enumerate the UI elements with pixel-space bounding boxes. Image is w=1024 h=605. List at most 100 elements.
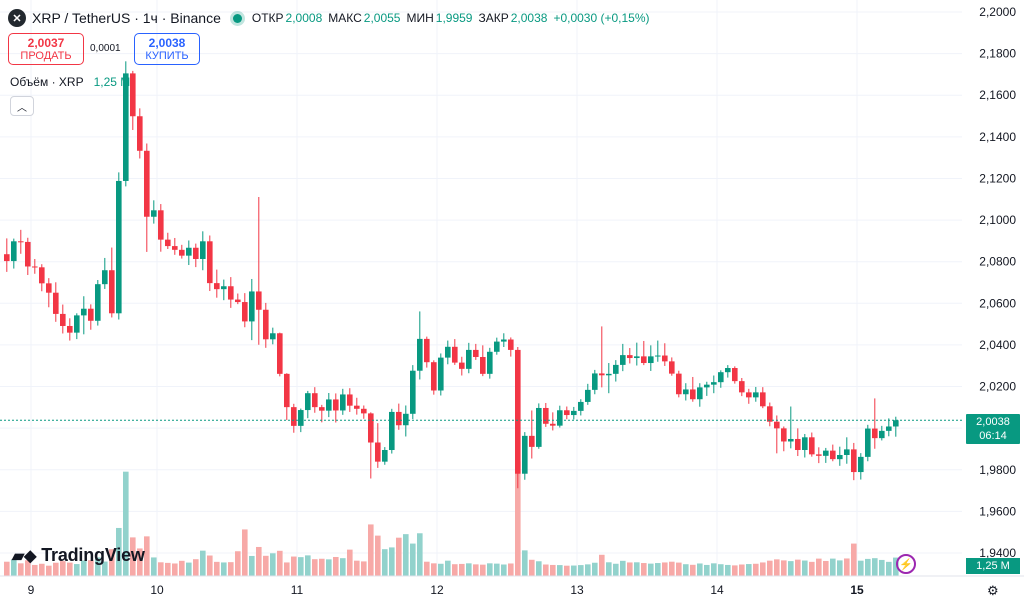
volume-bar (725, 564, 731, 576)
candle (459, 356, 465, 376)
volume-bar (200, 550, 206, 576)
volume-bar (193, 559, 199, 576)
buy-button[interactable]: 2,0038 КУПИТЬ (134, 33, 200, 65)
volume-bar (445, 560, 451, 576)
x-axis-labels: 9 10 11 12 13 14 15 (28, 583, 864, 597)
volume-bar (746, 564, 752, 576)
candle (445, 340, 451, 365)
volume-bar (865, 558, 871, 576)
volume-bar (662, 562, 668, 576)
candle (837, 446, 843, 466)
candle (536, 403, 542, 449)
candle (571, 406, 577, 420)
candle (739, 378, 745, 397)
candle (788, 406, 794, 449)
volume-bar (592, 562, 598, 576)
volume-bar (620, 560, 626, 576)
candle (725, 365, 731, 378)
candle (32, 258, 38, 274)
volume-bar (291, 556, 297, 576)
candle (781, 426, 787, 452)
volume-bar (270, 553, 276, 576)
candle (368, 412, 374, 479)
volume-bar (431, 563, 437, 576)
candle (18, 229, 24, 254)
volume-bar (4, 561, 10, 576)
volume-bar (172, 563, 178, 576)
y-tick-label: 2,1400 (979, 130, 1016, 144)
volume-bar (858, 560, 864, 576)
candle (263, 302, 269, 348)
volume-bar (732, 565, 738, 576)
y-tick-label: 1,9800 (979, 463, 1016, 477)
volume-bar (438, 563, 444, 576)
candle (193, 243, 199, 268)
volume-bar (11, 559, 17, 576)
volume-bar (844, 558, 850, 576)
y-axis-labels: 2,2000 2,1800 2,1600 2,1400 2,1200 2,1000 2,08… (979, 5, 1016, 560)
symbol-header: ✕ XRP / TetherUS · 1ч · Binance ОТКР 2,00… (8, 8, 656, 28)
volume-bar (767, 560, 773, 576)
candle (473, 343, 479, 360)
close-value: 2,0038 (510, 11, 548, 25)
volume-bar (340, 558, 346, 576)
y-tick-label: 2,2000 (979, 5, 1016, 19)
candle (711, 375, 717, 394)
volume-bar (312, 559, 318, 576)
candle (718, 370, 724, 388)
candle (816, 447, 822, 464)
volume-bar (816, 558, 822, 576)
y-tick-label: 2,1200 (979, 171, 1016, 185)
volume-bar (67, 562, 73, 576)
candle (522, 432, 528, 480)
candle (438, 353, 444, 396)
low-value: 1,9959 (435, 11, 473, 25)
volume-bar (382, 549, 388, 576)
volume-bar (298, 557, 304, 576)
volume-tag: 1,25 M (966, 558, 1020, 574)
candle (501, 333, 507, 348)
candle (627, 348, 633, 364)
tradingview-mark-icon: ▰◆ (12, 547, 37, 565)
volume-bar (480, 564, 486, 576)
volume-bar (347, 549, 353, 576)
volume-bar (60, 561, 66, 576)
candle (662, 343, 668, 366)
symbol-title[interactable]: XRP / TetherUS · 1ч · Binance (32, 10, 221, 26)
sell-button[interactable]: 2,0037 ПРОДАТЬ (8, 33, 84, 65)
candle (543, 402, 549, 427)
flash-icon[interactable]: ⚡ (896, 554, 916, 574)
volume-bar (613, 563, 619, 576)
candle (830, 444, 836, 462)
candle (480, 345, 486, 377)
candle (697, 383, 703, 407)
candle (11, 238, 17, 269)
volume-bar (893, 557, 899, 576)
volume-bar (452, 564, 458, 576)
xrp-logo-icon: ✕ (8, 9, 26, 27)
volume-bar (606, 562, 612, 576)
horizontal-grid (0, 11, 962, 554)
candle (200, 231, 206, 271)
volume-bar (585, 564, 591, 576)
volume-bar (655, 563, 661, 576)
volume-bar (676, 562, 682, 576)
volume-bar (823, 560, 829, 576)
volume-bar (459, 563, 465, 576)
candle (375, 423, 381, 468)
volume-bar (697, 563, 703, 576)
volume-bar (81, 560, 87, 576)
candle (515, 347, 521, 489)
gear-icon[interactable]: ⚙ (987, 583, 999, 598)
volume-bar (578, 565, 584, 576)
x-tick-label: 15 (850, 583, 864, 597)
volume-bar (550, 564, 556, 576)
tradingview-logo[interactable]: ▰◆ TradingView (12, 545, 145, 566)
collapse-legend-button[interactable]: ︿ (10, 96, 34, 116)
volume-bar (739, 564, 745, 576)
volume-bar (683, 564, 689, 576)
volume-bar (599, 554, 605, 576)
x-tick-label: 14 (710, 583, 724, 597)
volume-bar (774, 559, 780, 576)
